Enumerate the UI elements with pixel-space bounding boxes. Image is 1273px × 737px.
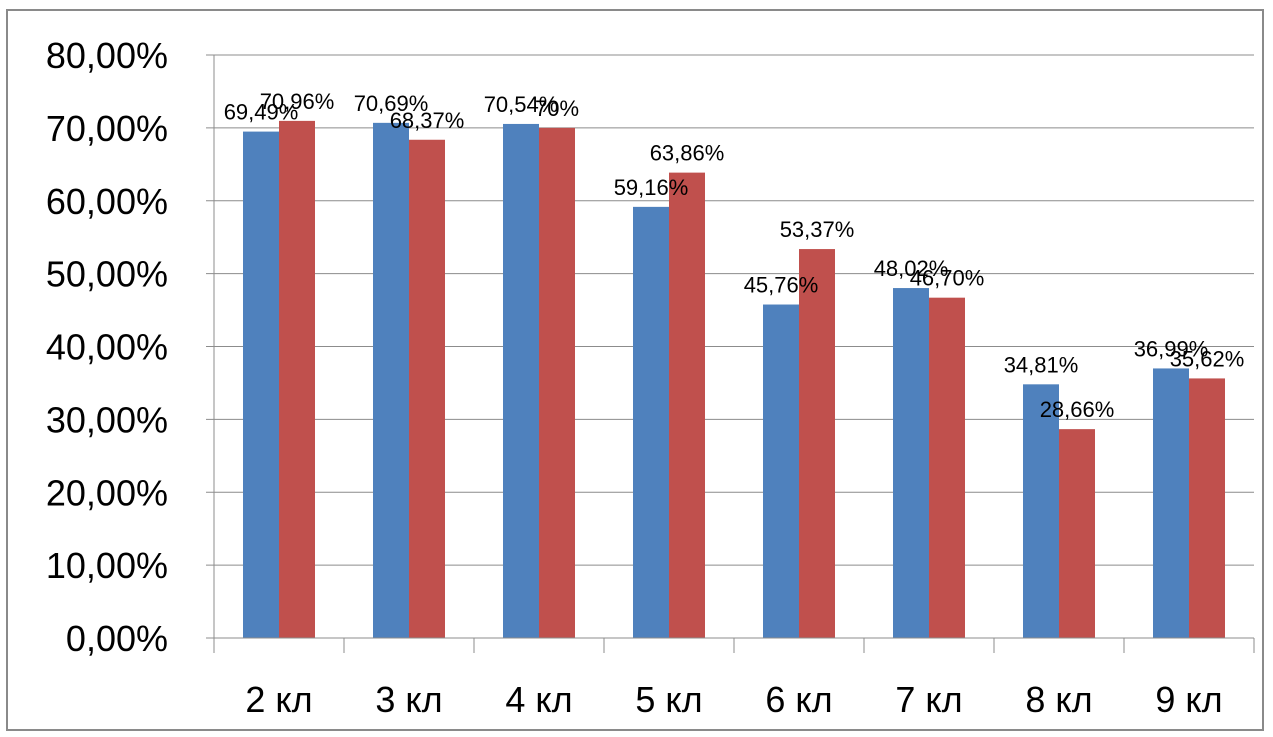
bar-series2	[279, 120, 315, 638]
y-tick-label: 60,00%	[46, 181, 168, 222]
bar-series1	[1023, 384, 1059, 638]
bar-series1	[243, 131, 279, 639]
y-tick-label: 80,00%	[46, 35, 168, 76]
data-label: 45,76%	[744, 273, 819, 298]
bar-series2	[539, 127, 575, 638]
data-label: 53,37%	[780, 217, 855, 242]
bar-series2	[409, 139, 445, 638]
data-label: 34,81%	[1004, 352, 1079, 377]
y-tick-label: 10,00%	[46, 545, 168, 586]
data-label: 59,16%	[614, 175, 689, 200]
data-label: 70,54%	[484, 92, 559, 117]
data-label: 63,86%	[650, 141, 725, 166]
data-label: 36,99%	[1134, 336, 1209, 361]
bar-series1	[1153, 368, 1189, 638]
bar-series2	[669, 172, 705, 639]
x-tick-label: 4 кл	[505, 679, 572, 720]
y-tick-label: 20,00%	[46, 472, 168, 513]
y-tick-label: 70,00%	[46, 108, 168, 149]
bar-series1	[503, 123, 539, 638]
bar-series1	[373, 122, 409, 639]
bar-series2	[929, 297, 965, 638]
bar-series2	[799, 249, 835, 638]
x-tick-label: 9 кл	[1155, 679, 1222, 720]
bar-series2	[1189, 378, 1225, 638]
data-label: 35,62%	[1170, 346, 1245, 371]
data-label: 28,66%	[1040, 397, 1115, 422]
data-label: 69,49%	[224, 100, 299, 125]
y-tick-label: 40,00%	[46, 327, 168, 368]
data-label: 70,96%	[260, 89, 335, 114]
x-tick-label: 8 кл	[1025, 679, 1092, 720]
y-tick-label: 30,00%	[46, 399, 168, 440]
y-tick-label: 0,00%	[66, 618, 168, 659]
x-tick-label: 6 кл	[765, 679, 832, 720]
data-label: 70%	[535, 96, 579, 121]
data-label: 48,02%	[874, 256, 949, 281]
x-tick-label: 7 кл	[895, 679, 962, 720]
bar-series1	[633, 206, 669, 638]
x-tick-label: 5 кл	[635, 679, 702, 720]
data-label: 46,70%	[910, 266, 985, 291]
data-label: 68,37%	[390, 108, 465, 133]
x-tick-label: 3 кл	[375, 679, 442, 720]
bar-series1	[763, 304, 799, 638]
y-tick-label: 50,00%	[46, 254, 168, 295]
x-tick-label: 2 кл	[245, 679, 312, 720]
data-label: 70,69%	[354, 91, 429, 116]
bar-series2	[1059, 429, 1095, 638]
bar-series1	[893, 288, 929, 638]
